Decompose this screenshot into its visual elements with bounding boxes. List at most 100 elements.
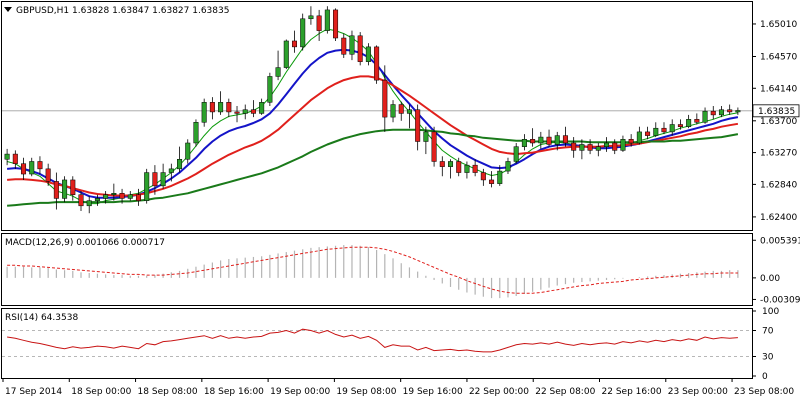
- bear-candle-body: [472, 164, 478, 173]
- time-axis-label: 19 Sep 08:00: [336, 387, 396, 397]
- price-axis-label: 1.64140: [760, 84, 797, 94]
- bear-candle-body: [78, 194, 84, 207]
- bull-candle-body: [86, 200, 92, 207]
- bull-candle-body: [702, 110, 708, 123]
- candle: [423, 126, 429, 155]
- candle: [382, 65, 388, 132]
- candle: [694, 113, 700, 125]
- bear-candle-body: [546, 136, 552, 145]
- symbol-timeframe-label: GBPUSD,H1: [16, 6, 69, 16]
- candle: [218, 91, 224, 115]
- bull-candle-body: [144, 172, 150, 201]
- bear-candle-body: [37, 161, 43, 170]
- candle: [636, 126, 642, 145]
- candle: [497, 165, 503, 186]
- bull-candle-body: [193, 122, 199, 144]
- bear-candle-body: [645, 131, 651, 136]
- bear-candle-body: [661, 127, 667, 133]
- bear-candle-body: [316, 15, 322, 31]
- bear-candle-body: [612, 142, 618, 151]
- bull-candle-body: [177, 158, 183, 170]
- candle: [677, 119, 683, 130]
- bull-candle-body: [185, 142, 191, 160]
- bear-candle-body: [562, 135, 568, 144]
- candle: [29, 157, 35, 177]
- candle: [718, 106, 724, 118]
- bear-candle-body: [530, 139, 536, 144]
- macd-axis-label: -0.00309: [760, 295, 800, 305]
- bull-candle-body: [513, 146, 519, 162]
- time-axis-label: 22 Sep 08:00: [535, 387, 595, 397]
- candle: [242, 104, 248, 120]
- ma-slow-line: [7, 128, 739, 207]
- bull-candle-body: [103, 194, 109, 199]
- bear-candle-body: [431, 131, 437, 162]
- bull-candle-body: [4, 153, 10, 160]
- candle: [193, 119, 199, 147]
- bull-candle-body: [735, 110, 741, 113]
- candle: [653, 122, 659, 138]
- time-axis-label: 18 Sep 00:00: [71, 387, 131, 397]
- bear-candle-body: [727, 109, 733, 113]
- bull-candle-body: [242, 109, 248, 114]
- time-axis-label: 17 Sep 2014: [5, 387, 62, 397]
- bear-candle-body: [70, 179, 76, 195]
- candle: [398, 101, 404, 121]
- price-axis-label: 1.63270: [760, 149, 797, 159]
- candle: [333, 8, 339, 41]
- bull-candle-body: [275, 67, 281, 77]
- collapse-triangle-icon[interactable]: [4, 7, 12, 12]
- candle: [669, 119, 675, 136]
- price-axis-label: 1.63700: [760, 117, 797, 127]
- candle: [661, 122, 667, 135]
- candle: [456, 157, 462, 177]
- candle: [439, 156, 445, 177]
- candle: [111, 183, 117, 201]
- bear-candle-body: [341, 37, 347, 55]
- bear-candle-body: [710, 110, 716, 116]
- candle: [628, 134, 634, 147]
- bear-candle-body: [53, 181, 59, 199]
- candle: [201, 98, 207, 127]
- candle: [45, 163, 51, 186]
- candle: [686, 114, 692, 129]
- bear-candle-body: [209, 102, 215, 113]
- bull-candle-body: [349, 35, 355, 55]
- bear-candle-body: [480, 172, 486, 181]
- price-axis-label: 1.65010: [760, 20, 797, 30]
- candle: [259, 98, 265, 115]
- bull-candle-body: [669, 124, 675, 133]
- candle: [308, 6, 314, 25]
- candle: [341, 33, 347, 58]
- candle: [521, 134, 527, 151]
- candle: [103, 191, 109, 204]
- candle: [431, 126, 437, 167]
- candle: [70, 176, 76, 201]
- bear-candle-body: [382, 79, 388, 118]
- bull-candle-body: [168, 168, 174, 173]
- macd-indicator-label: MACD(12,26,9) 0.001066 0.000717: [5, 238, 165, 248]
- bear-candle-body: [333, 9, 339, 39]
- bear-candle-body: [152, 172, 158, 187]
- ohlc-readout: 1.63828 1.63847 1.63827 1.63835: [72, 6, 229, 16]
- symbol-header: GBPUSD,H1 1.63828 1.63847 1.63827 1.6383…: [4, 6, 229, 16]
- bull-candle-body: [201, 102, 207, 123]
- candle: [160, 163, 166, 189]
- candle: [37, 156, 43, 175]
- bear-candle-body: [135, 194, 141, 201]
- candle: [472, 159, 478, 177]
- bull-candle-body: [283, 40, 289, 68]
- candle: [234, 106, 240, 123]
- candle: [78, 191, 84, 211]
- bull-candle-body: [259, 102, 265, 114]
- candle: [291, 30, 298, 53]
- candle: [283, 39, 289, 70]
- bull-candle-body: [521, 139, 527, 147]
- candle: [316, 9, 322, 41]
- bull-candle-body: [447, 161, 454, 167]
- current-price-tag: [752, 104, 800, 118]
- time-axis-label: 18 Sep 08:00: [138, 387, 198, 397]
- bull-candle-body: [579, 144, 585, 151]
- candle: [415, 104, 421, 151]
